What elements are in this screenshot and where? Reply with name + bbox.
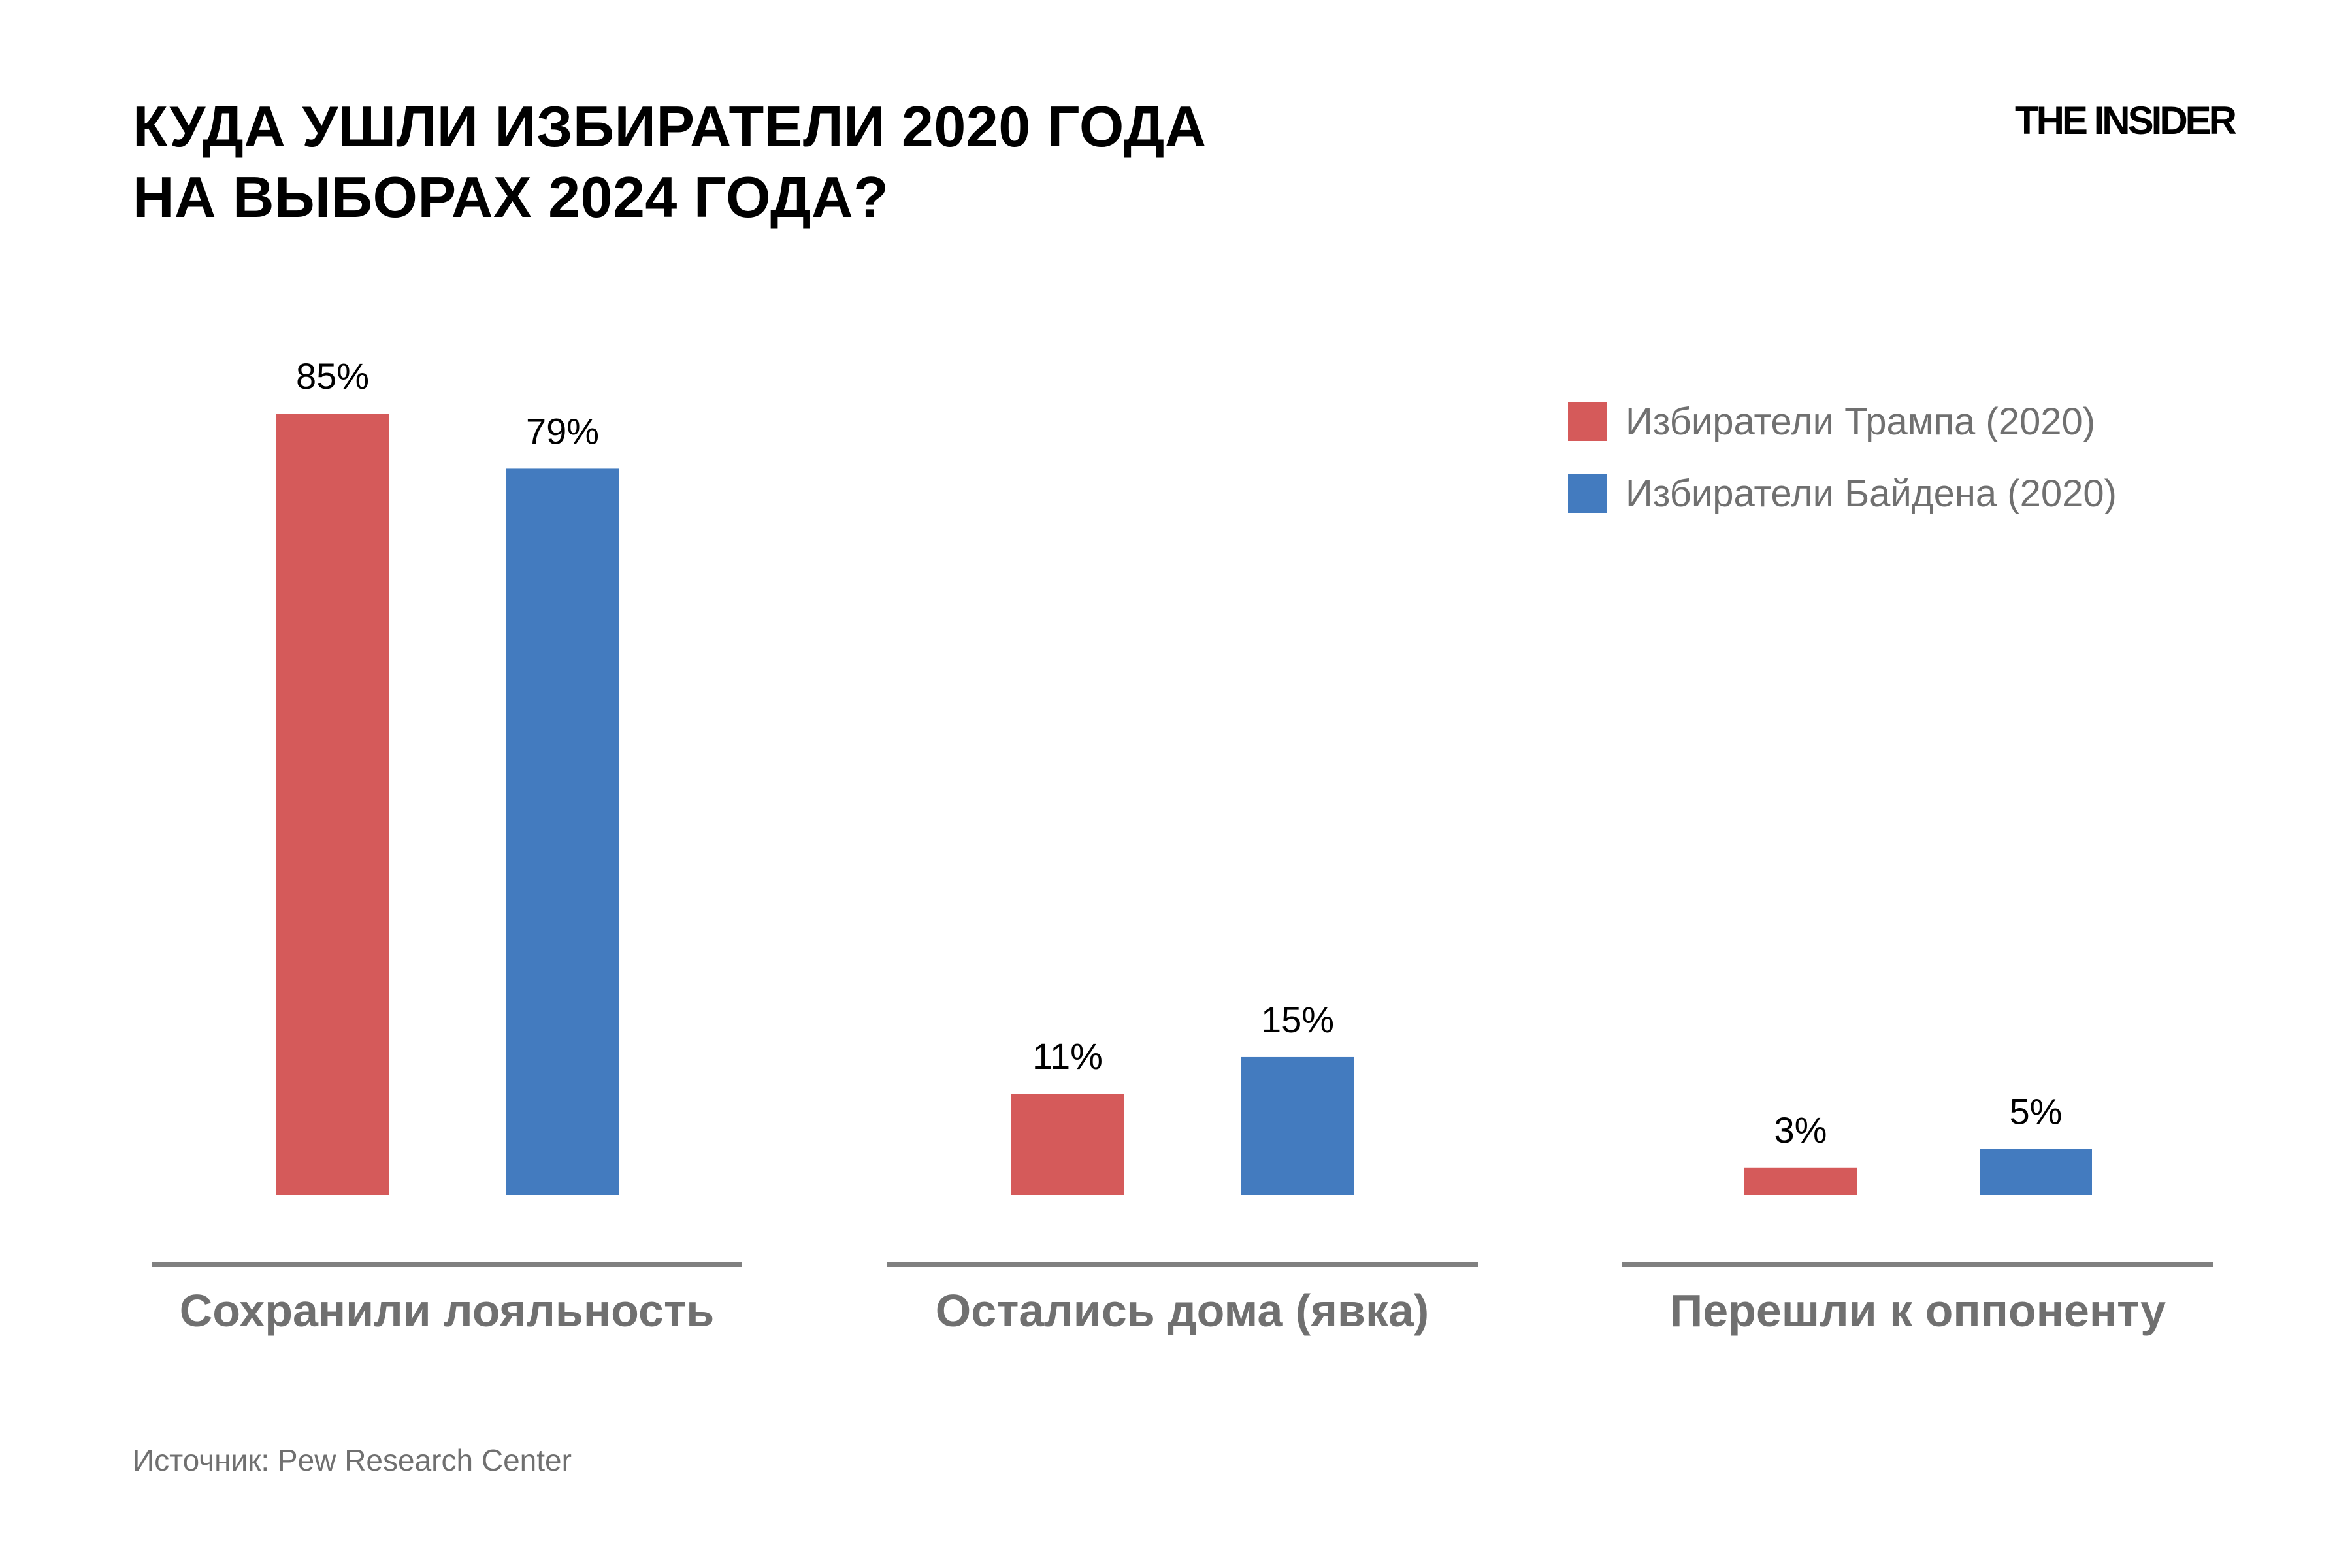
bar-trump-3 <box>1744 1167 1857 1195</box>
category-axis: Сохранили лояльность Остались дома (явка)… <box>152 1262 2213 1336</box>
chart-title: КУДА УШЛИ ИЗБИРАТЕЛИ 2020 ГОДА НА ВЫБОРА… <box>133 91 1207 233</box>
category-label-3: Перешли к оппоненту <box>1670 1285 2166 1336</box>
legend-swatch-trump <box>1568 402 1607 441</box>
value-label-trump-3: 3% <box>1774 1109 1827 1151</box>
legend-label-trump: Избиратели Трампа (2020) <box>1625 400 2095 443</box>
bar-trump-2 <box>1011 1094 1124 1195</box>
legend-swatch-biden <box>1568 474 1607 513</box>
value-label-trump-1: 85% <box>296 355 369 397</box>
bar-biden-2 <box>1241 1056 1354 1195</box>
value-label-biden-3: 5% <box>2010 1091 2063 1132</box>
legend: Избиратели Трампа (2020) Избиратели Байде… <box>1568 400 2117 515</box>
bars-layer: 85% 79% 11% 15% 3% 5% <box>276 355 2092 1195</box>
category-label-1: Сохранили лояльность <box>180 1285 715 1336</box>
category-label-2: Остались дома (явка) <box>936 1285 1429 1336</box>
bar-biden-1 <box>506 468 619 1195</box>
chart-title-line-2: НА ВЫБОРАХ 2024 ГОДА? <box>133 165 889 229</box>
chart-title-line-1: КУДА УШЛИ ИЗБИРАТЕЛИ 2020 ГОДА <box>133 94 1207 159</box>
source-note: Источник: Pew Research Center <box>133 1443 572 1477</box>
bar-biden-3 <box>1980 1149 2092 1195</box>
the-insider-logo: THE INSIDER <box>2014 99 2237 142</box>
legend-label-biden: Избиратели Байдена (2020) <box>1625 472 2117 515</box>
value-label-biden-2: 15% <box>1261 999 1334 1040</box>
value-label-trump-2: 11% <box>1032 1036 1103 1077</box>
value-label-biden-1: 79% <box>526 410 599 451</box>
bar-trump-1 <box>276 414 389 1195</box>
